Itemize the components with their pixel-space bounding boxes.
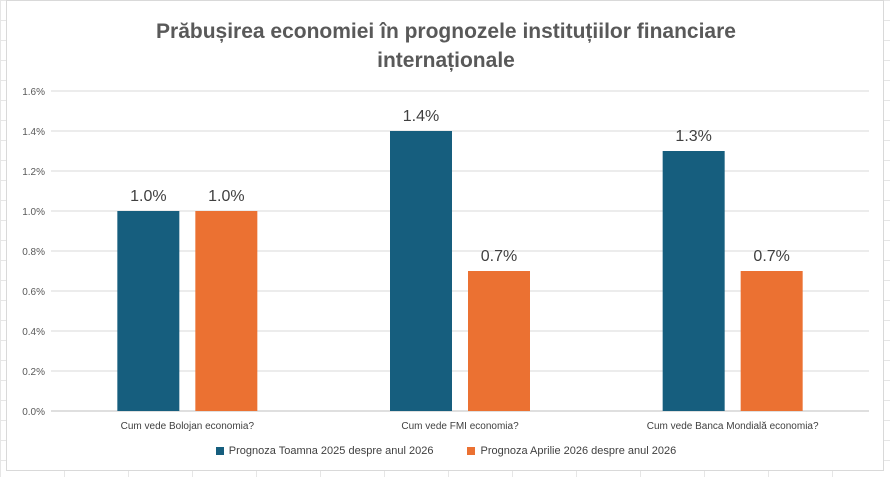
y-tick-label: 1.0% <box>22 207 45 218</box>
data-label: 0.7% <box>481 248 517 265</box>
bar-autumn-2025 <box>390 131 452 411</box>
bar-april-2026 <box>195 211 258 411</box>
bar-autumn-2025 <box>662 151 725 411</box>
y-tick-label: 1.2% <box>22 167 45 178</box>
data-label: 0.7% <box>753 248 789 265</box>
chart-plot: 0.0% 0.2% 0.4% 0.6% 0.8% 1.0% 1.2% 1.4% 1.6% 1.0%… <box>22 87 869 432</box>
bar-april-2026 <box>468 271 530 411</box>
legend-item-series-2: Prognoza Aprilie 2026 despre anul 2026 <box>467 445 676 457</box>
legend-label-series-1: Prognoza Toamna 2025 despre anul 2026 <box>228 445 434 457</box>
y-tick-label: 0.8% <box>22 247 45 258</box>
legend-swatch-series-2 <box>467 447 476 455</box>
data-label: 1.4% <box>403 108 439 125</box>
legend-swatch-series-1 <box>215 447 224 455</box>
y-tick-label: 0.6% <box>22 287 45 298</box>
legend-label-series-2: Prognoza Aprilie 2026 despre anul 2026 <box>480 445 677 457</box>
chart-legend: Prognoza Toamna 2025 despre anul 2026 Pr… <box>7 445 885 457</box>
bar-april-2026 <box>740 271 803 411</box>
y-tick-label: 1.6% <box>22 87 45 98</box>
chart-title-line-1: Prăbușirea economiei în prognozele insti… <box>156 20 736 43</box>
data-label: 1.0% <box>130 188 166 205</box>
bar-autumn-2025 <box>117 211 180 411</box>
data-label: 1.3% <box>675 128 711 145</box>
x-category-label: Cum vede Banca Mondială economia? <box>647 421 819 432</box>
x-category-label: Cum vede Bolojan economia? <box>121 421 255 432</box>
x-category-label: Cum vede FMI economia? <box>401 421 519 432</box>
y-tick-label: 0.4% <box>22 327 45 338</box>
chart-title-line-2: internaționale <box>377 49 515 72</box>
data-label: 1.0% <box>208 188 244 205</box>
y-tick-label: 1.4% <box>22 127 45 138</box>
y-tick-label: 0.2% <box>22 367 45 378</box>
chart-container[interactable]: Prăbușirea economiei în prognozele insti… <box>6 0 884 471</box>
legend-item-series-1: Prognoza Toamna 2025 despre anul 2026 <box>215 445 434 457</box>
chart-title: Prăbușirea economiei în prognozele insti… <box>7 17 885 75</box>
y-tick-label: 0.0% <box>22 407 45 418</box>
